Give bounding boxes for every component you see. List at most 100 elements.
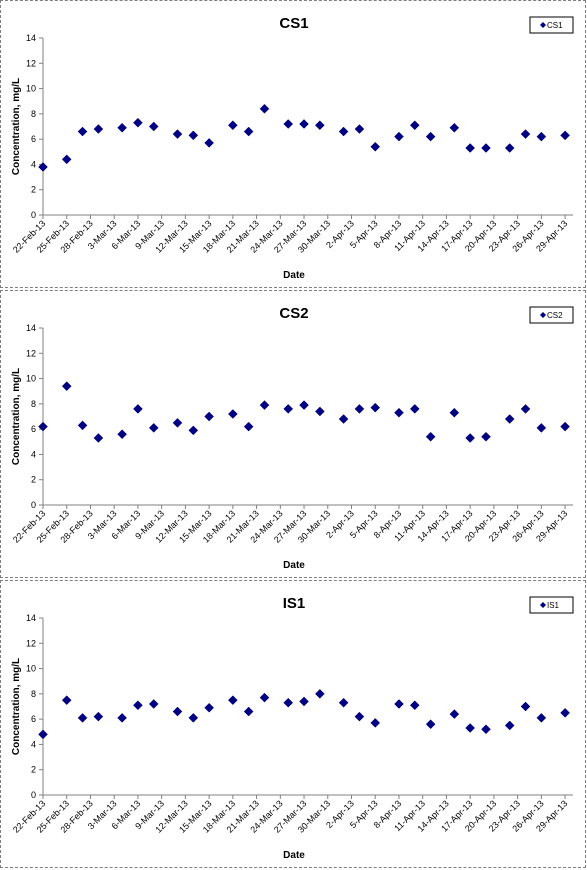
data-point-cs1 [425, 131, 436, 142]
legend: IS1 [529, 596, 574, 614]
chart-is1: IS10246810121422-Feb-1325-Feb-1328-Feb-1… [11, 595, 574, 861]
data-point-cs2 [148, 423, 159, 433]
data-point-is1 [465, 723, 476, 733]
y-tick-label: 2 [31, 765, 36, 775]
data-point-cs2 [172, 417, 183, 428]
data-point-cs1 [172, 129, 183, 139]
x-axis-title: Date [283, 850, 305, 861]
data-point-cs1 [93, 124, 104, 134]
data-point-cs1 [465, 143, 476, 153]
legend-marker [540, 312, 546, 318]
data-point-cs2 [315, 406, 325, 417]
data-point-cs2 [204, 411, 214, 422]
y-axis-title: Concentration, mg/L [11, 368, 22, 465]
data-point-cs1 [38, 162, 48, 172]
data-point-cs2 [481, 431, 491, 442]
data-point-cs1 [299, 119, 309, 129]
data-point-is1 [283, 697, 294, 708]
chart-panel-cs2: CS2 0 2 4 6 8 10 12 14 22-Feb-13 25-Feb-13 28-Feb-1… [0, 290, 586, 578]
data-point-cs1 [338, 126, 349, 137]
data-point-cs1 [409, 120, 420, 131]
data-point-is1 [354, 711, 365, 722]
legend-marker [540, 22, 546, 28]
data-point-cs1 [77, 126, 88, 137]
data-point-cs1 [148, 121, 159, 132]
data-point-cs1 [243, 126, 254, 137]
legend-box [529, 16, 574, 34]
data-point-cs2 [77, 420, 88, 431]
legend: CS1 [529, 16, 574, 34]
data-point-cs1 [61, 154, 72, 165]
data-point-is1 [449, 709, 460, 719]
data-point-is1 [117, 713, 127, 723]
y-axis-title: Concentration, mg/L [11, 78, 22, 175]
chart-cs2: CS20246810121422-Feb-1325-Feb-1328-Feb-1… [11, 305, 574, 571]
data-point-cs1 [560, 130, 570, 141]
data-point-is1 [188, 713, 199, 723]
data-point-cs1 [504, 143, 515, 153]
legend-label: CS1 [547, 21, 563, 30]
data-point-cs2 [61, 381, 72, 392]
y-tick-label: 8 [31, 689, 36, 699]
y-tick-label: 10 [26, 374, 36, 384]
data-point-is1 [133, 700, 143, 711]
chart-panel-is1: IS1 0 2 4 6 8 10 12 14 22-Feb-13 25-Feb-13 28-Feb-1… [0, 580, 586, 868]
data-point-cs2 [243, 421, 254, 432]
data-point-cs2 [133, 404, 143, 414]
y-tick-label: 4 [31, 159, 36, 169]
data-point-cs2 [93, 433, 104, 443]
data-point-is1 [259, 692, 270, 703]
y-tick-label: 4 [31, 449, 36, 459]
y-tick-label: 6 [31, 714, 36, 724]
legend-label: CS2 [547, 311, 563, 320]
legend-box [529, 596, 574, 614]
y-tick-label: 6 [31, 424, 36, 434]
legend: CS2 [529, 306, 574, 324]
y-tick-label: 0 [31, 500, 36, 510]
data-point-cs1 [536, 131, 547, 142]
data-point-cs2 [504, 414, 515, 424]
data-point-is1 [299, 696, 309, 707]
data-point-cs1 [204, 138, 214, 148]
data-point-is1 [370, 718, 381, 728]
data-point-cs2 [370, 402, 381, 413]
data-point-cs1 [259, 103, 270, 114]
legend-label: IS1 [547, 601, 560, 610]
data-point-is1 [409, 700, 420, 711]
data-point-is1 [204, 702, 214, 713]
y-tick-label: 8 [31, 109, 36, 119]
data-point-cs1 [481, 143, 491, 153]
data-point-is1 [425, 719, 436, 730]
y-axis-title: Concentration, mg/L [11, 658, 22, 755]
data-point-cs2 [188, 425, 199, 436]
x-axis-title: Date [283, 270, 305, 281]
y-tick-label: 10 [26, 84, 36, 94]
data-point-cs2 [338, 414, 349, 424]
data-point-cs2 [425, 431, 436, 442]
data-point-cs2 [449, 407, 460, 418]
data-point-is1 [536, 713, 547, 723]
data-point-is1 [394, 699, 404, 709]
y-tick-label: 2 [31, 475, 36, 485]
data-point-is1 [172, 706, 183, 717]
data-point-cs2 [227, 409, 238, 419]
y-tick-label: 10 [26, 664, 36, 674]
data-point-is1 [520, 701, 531, 712]
data-point-cs2 [560, 421, 570, 432]
data-point-is1 [504, 720, 515, 731]
data-point-is1 [77, 713, 88, 723]
data-point-cs1 [315, 120, 325, 131]
y-tick-label: 14 [26, 323, 36, 333]
data-point-is1 [61, 695, 72, 706]
y-tick-label: 12 [26, 638, 36, 648]
data-point-is1 [315, 689, 325, 699]
data-point-cs2 [536, 423, 547, 433]
data-point-cs1 [283, 119, 294, 129]
y-tick-label: 8 [31, 399, 36, 409]
data-point-is1 [338, 697, 349, 708]
data-point-is1 [560, 707, 570, 718]
data-point-cs1 [133, 117, 143, 128]
y-tick-label: 4 [31, 739, 36, 749]
chart-panel-cs1: CS1 0 2 4 6 8 10 12 14 22-Feb-13 25-Feb-13 28-Feb-1… [0, 0, 586, 288]
y-tick-label: 2 [31, 185, 36, 195]
